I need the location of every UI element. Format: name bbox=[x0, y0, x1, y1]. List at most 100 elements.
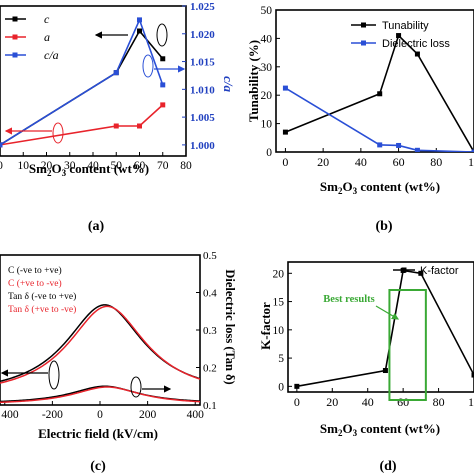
data-point-c bbox=[137, 28, 142, 34]
legend-marker-tunability bbox=[361, 22, 366, 28]
x-tick-label: 20 bbox=[326, 395, 338, 409]
x-tick-label: 400 bbox=[187, 409, 205, 421]
panel-d-annotations: Best results bbox=[323, 289, 427, 401]
y-tick-label: 20 bbox=[261, 90, 273, 102]
ellipse-c bbox=[156, 23, 168, 47]
legend-label-a: a bbox=[44, 30, 50, 44]
ellipse-c-over-a bbox=[142, 54, 154, 78]
series-curve-c-neg-to-pos bbox=[0, 304, 200, 383]
y-tick-label: 10 bbox=[273, 325, 285, 337]
panel-c-xlabel: Electric field (kV/cm) bbox=[38, 426, 158, 441]
y-tick-label: 30 bbox=[261, 62, 273, 74]
panel-b-ylabel: Tunability (%) bbox=[246, 40, 261, 122]
y-tick-label: 20 bbox=[273, 268, 285, 280]
y-right-tick-label: 1.020 bbox=[190, 29, 215, 41]
x-tick-label: 40 bbox=[362, 395, 374, 409]
x-tick-label: 0 bbox=[0, 160, 3, 172]
panel-d-ylabel: K-factor bbox=[258, 302, 273, 350]
ellipse-tan-delta bbox=[130, 376, 142, 398]
y-right-tick-label: 1.025 bbox=[190, 1, 215, 13]
data-point-tunability bbox=[377, 91, 383, 97]
legend-label-c-over-a: c/a bbox=[44, 48, 59, 62]
data-point-c-over-a bbox=[113, 70, 119, 76]
panel-d-legend: K-factor bbox=[393, 265, 459, 277]
y-tick-label: 0 bbox=[278, 381, 284, 393]
x-tick-label: 20 bbox=[317, 155, 329, 169]
x-tick-label: -200 bbox=[42, 409, 63, 421]
x-tick-label: 80 bbox=[180, 160, 192, 172]
x-tick-label: 50 bbox=[111, 160, 123, 172]
x-tick-label: 80 bbox=[430, 155, 442, 169]
y-tick-label: 15 bbox=[273, 297, 285, 309]
data-point-k-factor bbox=[418, 270, 424, 276]
x-tick-label: 200 bbox=[139, 409, 157, 421]
x-tick-label: 10 bbox=[18, 160, 30, 172]
x-tick-label: 60 bbox=[393, 155, 405, 169]
legend-marker-k-factor bbox=[401, 267, 407, 273]
panel-b-axis-ticks: 0204060801001020304050 bbox=[261, 5, 474, 169]
y-tick-label: 0 bbox=[266, 147, 272, 159]
x-tick-label: 70 bbox=[157, 160, 169, 172]
data-point-tunability bbox=[396, 33, 402, 39]
ellipse-capacitance bbox=[48, 360, 60, 390]
x-tick-label: 30 bbox=[64, 160, 76, 172]
panel-b-label: (b) bbox=[375, 219, 392, 234]
panel-b-legend: Tunability Dielectric loss bbox=[351, 20, 450, 50]
y-right-tick-label: 1.005 bbox=[190, 112, 215, 124]
y-right-tick-label: 0.3 bbox=[203, 325, 217, 337]
x-tick-label: 40 bbox=[355, 155, 367, 169]
x-tick-label: 0 bbox=[294, 395, 300, 409]
x-tick-label: 10 bbox=[468, 395, 474, 409]
series-curve-tan-pos-to-neg bbox=[0, 386, 200, 404]
panel-b: 0204060801001020304050 Tunability Dielec… bbox=[246, 5, 474, 234]
data-point-k-factor bbox=[382, 368, 388, 374]
ellipse-a bbox=[52, 122, 64, 144]
y-right-tick-label: 1.015 bbox=[190, 57, 215, 69]
series-curve-c-pos-to-neg bbox=[0, 305, 200, 384]
y-right-tick-label: 0.4 bbox=[203, 288, 217, 300]
panel-a-legend: c a c/a bbox=[5, 12, 59, 62]
data-point-a bbox=[137, 123, 142, 129]
data-point-tunability bbox=[414, 51, 420, 57]
y-tick-label: 10 bbox=[261, 119, 273, 131]
y-tick-label: 40 bbox=[261, 33, 273, 45]
panel-c-right-ylabel: Dielectric loss (Tan δ) bbox=[223, 269, 237, 384]
legend-marker-c bbox=[12, 16, 18, 22]
legend-label-tan-pos-to-neg: Tan δ (+ve to -ve) bbox=[8, 304, 76, 315]
y-right-tick-label: 0.5 bbox=[203, 250, 217, 262]
data-point-c-over-a bbox=[137, 17, 142, 23]
series-line-c-over-a bbox=[0, 17, 164, 146]
panel-d-axis-ticks: 0204060801005101520 bbox=[273, 268, 474, 409]
data-point-k-factor bbox=[294, 383, 300, 389]
panel-d-series bbox=[294, 267, 474, 389]
data-point-dielectric-loss bbox=[471, 149, 474, 152]
y-tick-label: 50 bbox=[261, 5, 273, 17]
best-results-arrow bbox=[375, 305, 400, 320]
data-point-a bbox=[113, 123, 119, 129]
panel-d-frame bbox=[287, 261, 474, 393]
panel-a-right-ylabel: c/a bbox=[221, 76, 236, 92]
panel-b-xlabel: Sm2O3 content (wt%) bbox=[320, 179, 440, 196]
legend-marker-dielectric-loss bbox=[361, 40, 366, 46]
y-tick-label: 5 bbox=[278, 353, 284, 365]
panel-d: 0204060801005101520 K-factor Best result… bbox=[258, 261, 474, 474]
panel-b-frame bbox=[275, 9, 474, 153]
x-tick-label: 60 bbox=[397, 395, 409, 409]
best-results-box bbox=[388, 289, 427, 401]
x-tick-label: 10 bbox=[468, 155, 474, 169]
x-tick-label: 400 bbox=[1, 409, 19, 421]
legend-label-c: c bbox=[44, 12, 50, 26]
data-point-dielectric-loss bbox=[414, 147, 420, 152]
legend-marker-a bbox=[12, 34, 18, 40]
data-point-dielectric-loss bbox=[377, 142, 383, 148]
best-results-label: Best results bbox=[323, 294, 374, 305]
panel-c-frame bbox=[0, 254, 201, 406]
panel-a-xlabel: Sm2O3 content (wt%) bbox=[29, 161, 149, 178]
y-right-tick-label: 1.010 bbox=[190, 84, 215, 96]
panel-d-xlabel: Sm2O3 content (wt%) bbox=[320, 421, 440, 438]
legend-label-c-pos-to-neg: C (+ve to -ve) bbox=[8, 278, 62, 289]
legend-label-tunability: Tunability bbox=[382, 20, 429, 32]
y-right-tick-label: 1.000 bbox=[190, 140, 215, 152]
